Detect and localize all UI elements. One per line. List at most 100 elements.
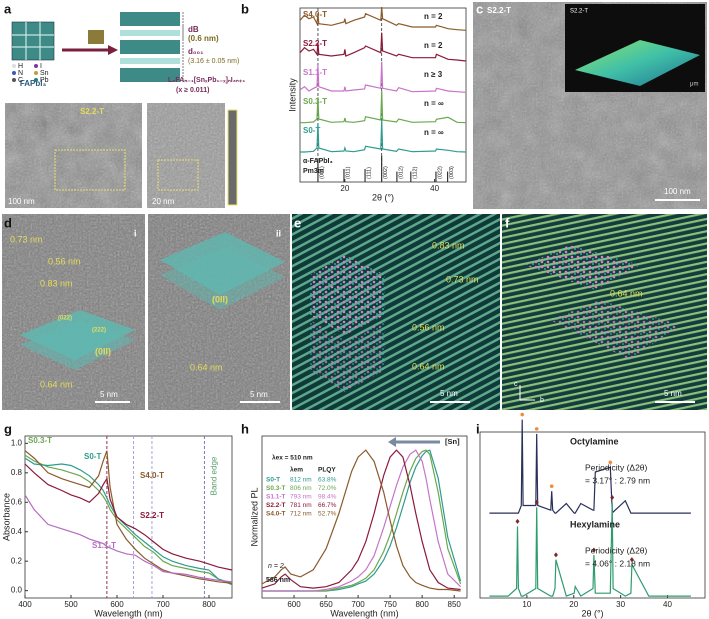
peak-marker xyxy=(520,412,524,417)
series-label: S0-T xyxy=(84,452,101,461)
series-line xyxy=(24,454,233,584)
label: (3.16 ± 0.05 nm) xyxy=(188,58,239,65)
reference-label: (003) xyxy=(449,166,455,179)
axis-label: μm xyxy=(690,82,698,88)
x-tick-label: 30 xyxy=(616,600,625,609)
x-axis-label: 2θ (°) xyxy=(372,192,394,202)
label: d₀₀₁ xyxy=(188,47,204,56)
legend-dot xyxy=(12,64,16,68)
peak-marker xyxy=(549,484,554,488)
legend-dot xyxy=(12,71,16,75)
legend-plqy: 66.7% xyxy=(318,502,337,509)
spacing-label: 0.73 nm xyxy=(446,274,479,284)
spacing-label: 0.83 nm xyxy=(40,278,73,288)
axis-label: b xyxy=(540,397,544,404)
panel-label: b xyxy=(241,1,249,16)
spacing-label: 0.73 nm xyxy=(10,234,43,244)
x-tick-label: 20 xyxy=(569,600,578,609)
y-tick-label: 0.2 xyxy=(11,556,23,565)
n-label: n = ∞ xyxy=(424,128,444,137)
series-label: Octylamine xyxy=(570,436,619,446)
legend-text: N xyxy=(18,70,23,77)
peak-marker xyxy=(553,552,558,558)
x-tick-label: 750 xyxy=(383,600,397,609)
lattice-image xyxy=(502,214,707,410)
panel-label: c xyxy=(476,1,483,16)
panel-label: e xyxy=(294,215,301,230)
series-line xyxy=(299,61,467,93)
x-tick-label: 20 xyxy=(340,184,349,193)
legend-text: C xyxy=(18,77,23,84)
series-line xyxy=(261,449,461,592)
x-tick-label: 500 xyxy=(64,600,78,609)
legend-dot xyxy=(34,64,38,68)
plot-frame xyxy=(299,7,467,183)
series-line xyxy=(24,494,233,583)
label: ii xyxy=(276,228,281,238)
annotation: Band edge xyxy=(210,456,219,495)
series-line xyxy=(300,90,467,124)
series-line xyxy=(261,449,461,591)
spacing-label: 0.56 nm xyxy=(412,322,445,332)
x-axis-label: 2θ (°) xyxy=(581,608,603,618)
x-tick-label: 40 xyxy=(430,184,439,193)
annotation: [Sn] xyxy=(445,437,460,446)
legend-name: S0.3-T xyxy=(266,485,286,492)
panel-label: a xyxy=(4,1,12,16)
series-label: S0-T xyxy=(303,126,320,135)
plot-frame xyxy=(261,435,468,599)
reference-label: (022) xyxy=(437,166,443,179)
spacing-label: 0.64 nm xyxy=(412,361,445,371)
series-label: S0.3-T xyxy=(28,436,52,445)
label: (0.6 nm) xyxy=(188,34,219,43)
legend-header: PLQY xyxy=(318,467,336,474)
series-label: S4.0-T xyxy=(303,10,327,19)
micrograph xyxy=(2,214,290,410)
x-tick-label: 400 xyxy=(18,600,32,609)
legend-plqy: 98.4% xyxy=(318,494,337,501)
scale-label: 5 nm xyxy=(100,390,118,399)
plot-frame xyxy=(479,431,706,599)
micrograph xyxy=(5,103,238,208)
image-label: S2.2-T xyxy=(80,107,104,116)
reference-label: (112) xyxy=(412,166,418,179)
legend-plqy: 52.7% xyxy=(318,511,337,518)
legend-header: λem xyxy=(290,466,303,474)
arrow-head xyxy=(388,437,396,447)
y-tick-label: 0.8 xyxy=(11,468,23,477)
plane-label: (0ll) xyxy=(212,294,228,304)
y-tick-label: 1.0 xyxy=(11,438,23,447)
series-label: S2.2-T xyxy=(140,511,164,520)
y-tick-label: 0.6 xyxy=(11,497,23,506)
reference-label: (001) xyxy=(319,166,325,179)
legend-peak: 781 nm xyxy=(290,502,312,509)
legend-name: S4.0-T xyxy=(266,511,286,518)
spacing-label: 0.64 nm xyxy=(190,362,223,372)
image-label: S2.2-T xyxy=(487,6,511,15)
legend-peak: 812 nm xyxy=(290,477,312,484)
panel-label: f xyxy=(505,215,510,230)
x-tick-label: 700 xyxy=(156,600,170,609)
scale-label: 100 nm xyxy=(8,197,35,206)
legend-dot xyxy=(12,78,16,82)
series-line xyxy=(24,463,233,571)
legend-plqy: 63.8% xyxy=(318,477,337,484)
annotation: n = 2 xyxy=(268,563,284,570)
annotation: Periodicity (Δ2θ) xyxy=(585,462,648,472)
peak-marker xyxy=(534,427,539,431)
peak-marker xyxy=(515,518,520,524)
annotation: λex = 510 nm xyxy=(272,454,313,462)
panel-label: h xyxy=(241,421,249,436)
spacing-label: 0.64 nm xyxy=(40,379,73,389)
label: FAPbI₃ xyxy=(20,79,47,88)
label: dB xyxy=(188,25,199,34)
series-line xyxy=(24,457,233,586)
axis-label: c xyxy=(514,381,518,388)
reference-name: α-FAPbI₃ xyxy=(303,158,333,165)
series-label: Hexylamine xyxy=(570,519,620,529)
peak-marker xyxy=(534,499,539,505)
legend-plqy: 72.0% xyxy=(318,485,337,492)
plane-label: (022) xyxy=(58,316,72,322)
scale-label: 100 nm xyxy=(664,187,691,196)
